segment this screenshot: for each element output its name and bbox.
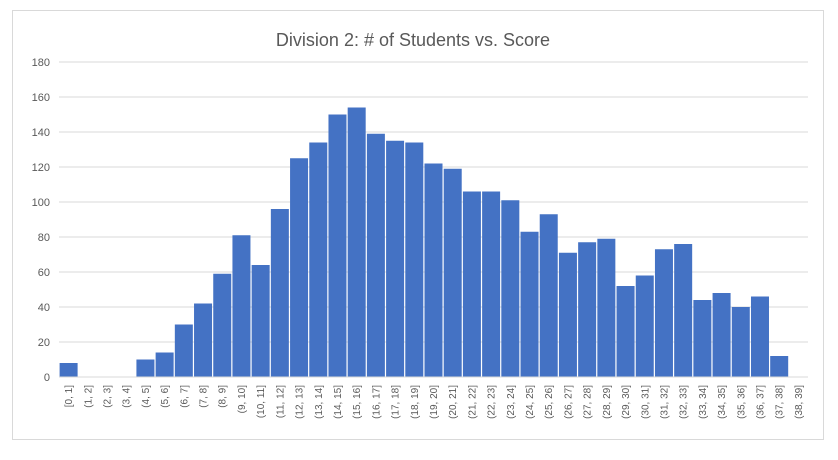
x-tick-label: (32, 33] — [679, 385, 690, 419]
x-tick-label: (18, 19] — [410, 385, 421, 419]
x-tick-label: (16, 17] — [371, 385, 382, 419]
bar — [290, 158, 309, 377]
bar — [405, 142, 424, 377]
bar — [155, 352, 174, 377]
y-tick-label: 120 — [32, 162, 50, 174]
x-tick-label: (26, 27] — [563, 385, 574, 419]
bar — [328, 114, 347, 377]
bar — [616, 286, 635, 377]
y-axis: 0 20 40 60 80 100 120 140 160 180 — [32, 57, 50, 384]
x-tick-label: (11, 12] — [275, 385, 286, 418]
x-tick-label: (7, 8] — [199, 385, 210, 408]
x-tick-label: (24, 25] — [525, 385, 536, 419]
bar — [770, 356, 789, 377]
y-tick-label: 40 — [38, 302, 50, 314]
bar — [731, 307, 750, 377]
bar — [59, 363, 78, 377]
x-tick-label: (22, 23] — [487, 385, 498, 419]
x-tick-label: (8, 9] — [218, 385, 229, 408]
bar — [386, 140, 405, 377]
x-tick-label: (1, 2] — [83, 385, 94, 408]
y-tick-label: 180 — [32, 57, 50, 69]
x-tick-label: (13, 14] — [314, 385, 325, 419]
x-tick-label: (34, 35] — [717, 385, 728, 419]
x-tick-label: (6, 7] — [179, 385, 190, 408]
bar — [309, 142, 328, 377]
x-tick-label: (12, 13] — [295, 385, 306, 419]
x-tick-label: (37, 38] — [775, 385, 786, 419]
x-tick-label: (17, 18] — [391, 385, 402, 419]
x-tick-label: (38, 39] — [794, 385, 805, 419]
y-tick-label: 0 — [44, 372, 50, 384]
bar — [501, 200, 520, 377]
bar — [693, 300, 712, 377]
bar — [462, 191, 481, 377]
bar — [424, 163, 443, 377]
x-tick-label: (25, 26] — [544, 385, 555, 419]
y-tick-label: 20 — [38, 337, 50, 349]
x-tick-label: (27, 28] — [583, 385, 594, 419]
x-tick-label: (3, 4] — [122, 385, 133, 408]
bar — [270, 209, 289, 377]
chart-title: Division 2: # of Students vs. Score — [276, 30, 550, 50]
x-tick-label: (33, 34] — [698, 385, 709, 419]
x-tick-label: (2, 3] — [103, 385, 114, 408]
y-tick-label: 60 — [38, 267, 50, 279]
bar — [232, 235, 251, 377]
x-tick-label: (30, 31] — [640, 385, 651, 419]
x-tick-label: (28, 29] — [602, 385, 613, 419]
y-tick-label: 80 — [38, 232, 50, 244]
x-tick-label: (10, 11] — [256, 385, 267, 418]
x-tick-label: (21, 22] — [467, 385, 478, 419]
bar — [213, 273, 232, 377]
y-tick-label: 140 — [32, 127, 50, 139]
x-tick-label: (5, 6] — [160, 385, 171, 408]
x-tick-label: (4, 5] — [141, 385, 152, 408]
x-tick-label: (14, 15] — [333, 385, 344, 419]
x-tick-label: (29, 30] — [621, 385, 632, 419]
bar — [520, 231, 539, 377]
bar — [654, 249, 673, 377]
bar — [712, 293, 731, 377]
bar — [482, 191, 501, 377]
x-tick-label: (31, 32] — [659, 385, 670, 419]
bar — [347, 107, 366, 377]
bar — [194, 303, 213, 377]
bar — [558, 252, 577, 377]
x-axis: [0, 1] (1, 2] (2, 3] (3, 4] (4, 5] (5, 6] (6, … — [64, 385, 805, 419]
x-tick-label: [0, 1] — [64, 385, 75, 407]
x-tick-label: (20, 21] — [448, 385, 459, 419]
bar — [366, 133, 385, 377]
y-tick-label: 100 — [32, 197, 50, 209]
x-tick-label: (15, 16] — [352, 385, 363, 419]
x-tick-label: (23, 24] — [506, 385, 517, 419]
bar — [251, 265, 270, 377]
x-tick-label: (19, 20] — [429, 385, 440, 419]
x-tick-label: (9, 10] — [237, 385, 248, 414]
bar — [578, 242, 597, 377]
y-tick-label: 160 — [32, 92, 50, 104]
bar — [539, 214, 558, 377]
bar — [750, 296, 769, 377]
bar — [597, 238, 616, 377]
x-tick-label: (36, 37] — [755, 385, 766, 419]
bar — [174, 324, 193, 377]
x-tick-label: (35, 36] — [736, 385, 747, 419]
bar — [674, 244, 693, 377]
bar — [635, 275, 654, 377]
bar — [443, 168, 462, 377]
bars — [59, 107, 789, 377]
bar — [136, 359, 155, 377]
